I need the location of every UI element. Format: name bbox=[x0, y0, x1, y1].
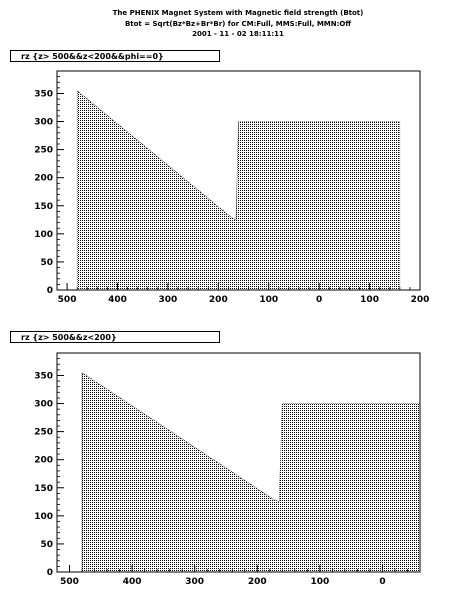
plot-2-y-tick-label: 350 bbox=[34, 371, 53, 381]
header-timestamp: 2001 - 11 - 02 18:11:11 bbox=[192, 30, 284, 38]
plot-2-y-tick-label: 100 bbox=[34, 512, 53, 522]
plot-2-x-tick-label: 200 bbox=[248, 577, 267, 587]
plot-1-y-tick-label: 100 bbox=[34, 230, 53, 240]
plot-1-x-tick-label: 400 bbox=[108, 295, 127, 305]
plot-1-y-tick-label: 0 bbox=[47, 286, 53, 296]
plot-2-area-series-1 bbox=[82, 372, 420, 572]
plot-1-x-tick-label: 100 bbox=[259, 295, 278, 305]
plot-2-x-tick-label: 0 bbox=[379, 577, 385, 587]
plot-2-x-tick-label: 100 bbox=[310, 577, 329, 587]
plot-1-x-tick-label: 200 bbox=[411, 295, 430, 305]
plot-1-y-tick-label: 150 bbox=[34, 202, 53, 212]
plot-2-y-tick-label: 0 bbox=[47, 568, 53, 578]
plot-2-y-tick-label: 200 bbox=[34, 456, 53, 466]
plot-2-x-tick-label: 500 bbox=[60, 577, 79, 587]
plot-1-y-tick-label: 250 bbox=[34, 146, 53, 156]
plot-2-y-tick-label: 300 bbox=[34, 400, 53, 410]
plot-2-title: rz {z> 500&&z<200} bbox=[10, 331, 220, 343]
header-subtitle: Btot = Sqrt(Bz*Bz+Br*Br) for CM:Full, MM… bbox=[124, 19, 352, 28]
plot-1-x-tick-label: 500 bbox=[58, 295, 77, 305]
plot-2-y-tick-label: 150 bbox=[34, 484, 53, 494]
plot-1-x-tick-label: 0 bbox=[316, 295, 322, 305]
plot-1-x-tick-label: 200 bbox=[209, 295, 228, 305]
plot-1-x-tick-label: 100 bbox=[360, 295, 379, 305]
plot-2-x-tick-label: 400 bbox=[123, 577, 142, 587]
plot-2-y-tick-label: 50 bbox=[40, 540, 53, 550]
plot-1-y-tick-label: 200 bbox=[34, 174, 53, 184]
plot-1-area-outline-1 bbox=[76, 90, 401, 291]
plot-1-x-tick-label: 300 bbox=[159, 295, 178, 305]
plot-1-area-series-1 bbox=[77, 90, 400, 290]
figure-header: The PHENIX Magnet System with Magnetic f… bbox=[0, 8, 476, 40]
plot-2-x-tick-label: 300 bbox=[185, 577, 204, 587]
plot-1-y-tick-label: 50 bbox=[40, 258, 53, 268]
plot-1-title: rz {z> 500&&z<200&&phi==0} bbox=[10, 50, 220, 62]
plot-1-y-tick-label: 300 bbox=[34, 118, 53, 128]
plot-2-y-tick-label: 250 bbox=[34, 428, 53, 438]
plot-1-y-tick-label: 350 bbox=[34, 89, 53, 99]
header-title: The PHENIX Magnet System with Magnetic f… bbox=[112, 9, 364, 17]
